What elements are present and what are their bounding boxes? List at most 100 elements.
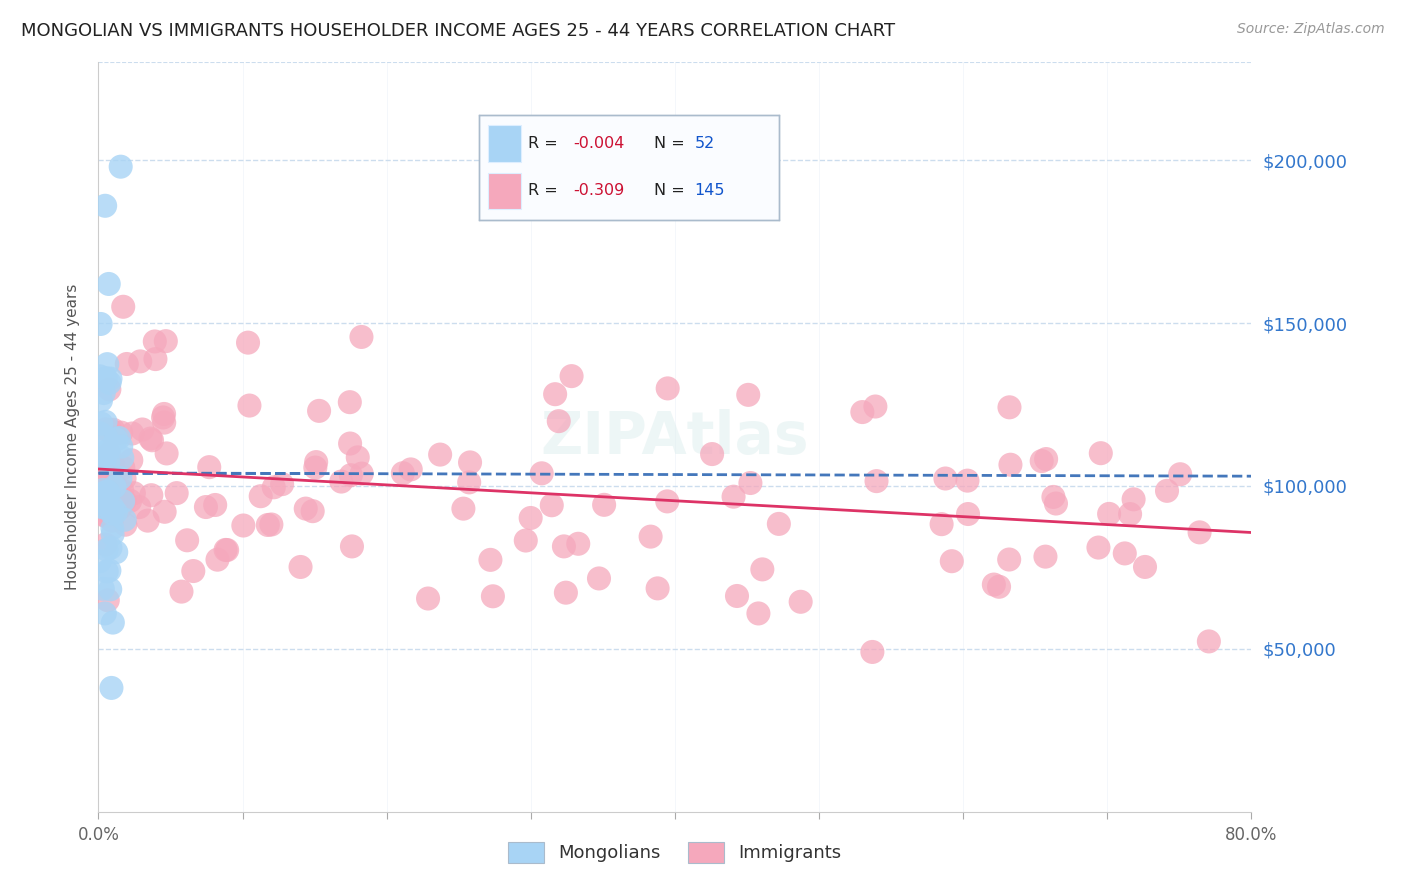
Point — [865, 400, 887, 414]
Point — [108, 501, 131, 516]
Point — [217, 543, 239, 558]
Point — [105, 432, 128, 446]
Point — [141, 434, 163, 448]
Point — [110, 425, 132, 440]
Point — [751, 562, 773, 576]
Point — [97, 277, 120, 291]
Point — [301, 504, 323, 518]
Point — [931, 517, 953, 532]
Point — [90, 393, 112, 408]
Point — [181, 564, 204, 578]
Point — [103, 480, 125, 494]
Point — [998, 401, 1021, 415]
Point — [89, 554, 111, 568]
Point — [94, 422, 117, 436]
Point — [90, 417, 112, 431]
Point — [101, 521, 124, 535]
Point — [94, 494, 117, 508]
Point — [640, 530, 662, 544]
Point — [98, 564, 121, 578]
Point — [1119, 507, 1142, 521]
Point — [567, 537, 589, 551]
Point — [458, 475, 481, 490]
Point — [91, 449, 114, 463]
Point — [98, 582, 121, 597]
Point — [553, 540, 575, 554]
Point — [114, 493, 136, 508]
Point — [339, 395, 361, 409]
Point — [94, 199, 117, 213]
Point — [110, 160, 132, 174]
Point — [983, 577, 1005, 591]
Point — [100, 483, 122, 498]
Point — [101, 514, 124, 528]
Point — [94, 415, 117, 429]
Point — [91, 582, 114, 596]
Point — [103, 485, 125, 500]
Point — [170, 584, 193, 599]
Point — [547, 414, 569, 428]
Point — [114, 471, 136, 485]
Point — [94, 474, 117, 488]
Point — [350, 467, 373, 481]
Point — [105, 545, 128, 559]
Point — [101, 500, 124, 515]
Point — [1122, 492, 1144, 507]
Point — [350, 330, 373, 344]
Point — [957, 507, 980, 521]
Point — [101, 428, 124, 442]
Point — [207, 552, 229, 566]
Point — [657, 381, 679, 395]
Point — [1000, 458, 1022, 472]
Point — [136, 514, 159, 528]
Point — [100, 681, 122, 695]
Point — [112, 300, 135, 314]
Point — [101, 458, 124, 473]
Point — [399, 462, 422, 476]
Point — [110, 471, 132, 485]
Point — [1090, 446, 1112, 460]
Point — [1045, 496, 1067, 510]
Point — [131, 422, 153, 436]
Point — [111, 450, 134, 465]
Point — [94, 469, 117, 483]
Point — [91, 483, 114, 497]
Point — [1156, 483, 1178, 498]
Point — [700, 447, 723, 461]
Point — [94, 450, 117, 465]
Point — [152, 410, 174, 425]
Point — [96, 542, 118, 557]
Point — [198, 460, 221, 475]
Point — [153, 407, 176, 421]
Point — [97, 485, 120, 500]
Point — [94, 492, 117, 507]
Point — [865, 474, 887, 488]
Point — [101, 615, 124, 630]
Point — [588, 571, 610, 585]
Point — [453, 501, 475, 516]
Point — [340, 540, 363, 554]
Point — [647, 582, 669, 596]
Point — [101, 507, 124, 521]
Point — [540, 498, 562, 512]
Point — [1031, 454, 1053, 468]
Point — [97, 442, 120, 457]
Point — [129, 354, 152, 368]
Point — [122, 486, 145, 500]
Point — [340, 468, 363, 483]
Point — [115, 357, 138, 371]
Text: ZIPAtlas: ZIPAtlas — [540, 409, 810, 466]
Point — [91, 500, 114, 515]
Point — [98, 376, 121, 390]
Point — [956, 474, 979, 488]
Point — [194, 500, 217, 514]
Point — [141, 488, 163, 502]
Point — [94, 509, 117, 524]
Point — [1133, 560, 1156, 574]
Text: MONGOLIAN VS IMMIGRANTS HOUSEHOLDER INCOME AGES 25 - 44 YEARS CORRELATION CHART: MONGOLIAN VS IMMIGRANTS HOUSEHOLDER INCO… — [21, 22, 896, 40]
Point — [249, 489, 271, 503]
Point — [747, 607, 769, 621]
Point — [155, 334, 177, 348]
Point — [97, 593, 120, 607]
Point — [1168, 467, 1191, 482]
